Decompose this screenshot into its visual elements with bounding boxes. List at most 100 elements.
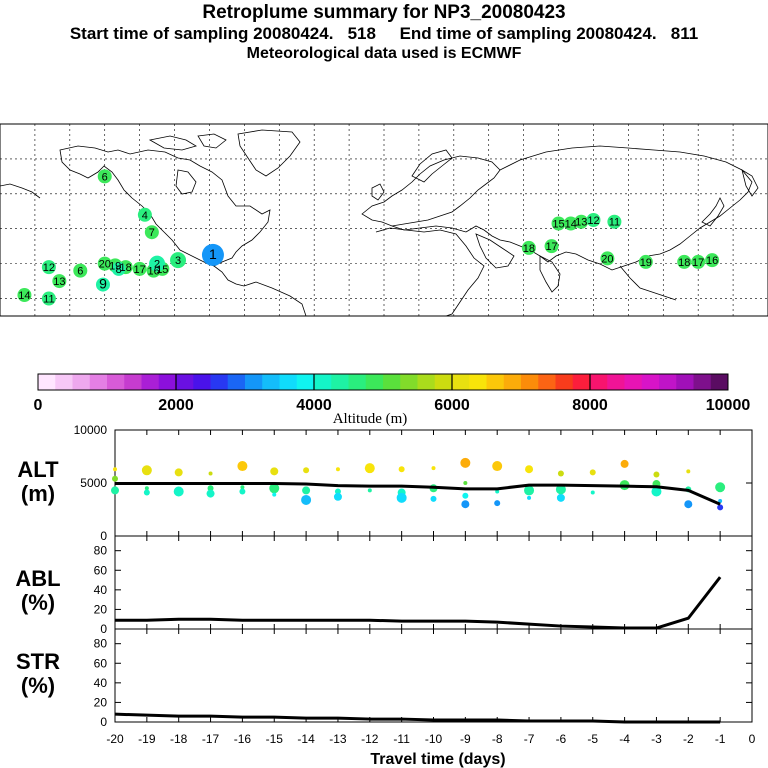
colorbar-swatch [641,374,660,390]
plume-marker-day-13 [574,214,589,229]
plume-label-day-15: 15 [552,218,564,230]
plume-marker-day-8 [111,261,126,276]
alt-scatter-point [301,494,312,505]
alt-y-tick-label: 10000 [74,423,108,437]
altitude-colorbar: 0 2000 4000 6000 8000 10000 Altitude (m) [34,373,750,427]
alt-scatter-point [302,486,311,495]
alt-scatter-point [653,471,660,478]
plume-marker-day-18 [521,240,536,255]
colorbar-swatch [624,374,643,390]
plume-label-day-19: 19 [109,260,121,272]
plume-track-markers [17,169,720,306]
colorbar-swatch [141,374,160,390]
abl-y-tick-label: 80 [94,544,108,558]
plume-marker-day-3 [170,252,187,269]
plume-marker-day-2 [149,255,166,272]
alt-scatter-point [333,492,342,501]
str-y-tick-label: 80 [94,637,108,651]
colorbar-tick-label: 0 [34,397,43,414]
alt-scatter-point [111,486,119,495]
alt-scatter-point [462,492,469,499]
alt-scatter-point [208,471,213,476]
x-tick-label: -16 [234,732,252,746]
alt-scatter-point [463,481,468,485]
plume-marker-day-20 [97,256,112,271]
coast-india [539,255,561,293]
x-tick-label: -13 [329,732,347,746]
alt-scatter-point [717,504,724,511]
colorbar-swatch [555,374,574,390]
alt-scatter-point [206,489,215,498]
alt-scatter-point [270,467,279,476]
plume-marker-day-20 [600,251,615,266]
colorbar-swatch [193,374,211,390]
abl-y-tick-label: 40 [94,583,108,597]
colorbar-tick-label: 6000 [434,397,470,414]
alt-scatter-point [143,489,150,496]
alt-scatter-point [590,490,595,495]
alt-scatter-point [715,482,726,493]
plume-marker-day-6 [97,169,112,184]
alt-scatter-point [651,486,662,497]
x-tick-label: -17 [202,732,220,746]
x-tick-label: -12 [361,732,379,746]
colorbar-swatch [348,374,367,390]
x-tick-label: -15 [266,732,284,746]
plume-marker-day-1 [201,243,224,266]
alt-panel-unit: (m) [21,481,55,506]
plume-marker-day-12 [41,260,56,275]
colorbar-swatch [417,374,436,390]
coast-hudson-bay [175,169,197,195]
plume-label-day-14: 14 [18,290,30,302]
colorbar-swatch [590,374,608,390]
colorbar-swatch [659,374,677,390]
x-tick-label: -5 [587,732,598,746]
plume-label-day-17: 17 [134,264,146,276]
colorbar-swatch [434,374,453,390]
colorbar-swatch [72,374,91,390]
colorbar-swatches [38,374,729,390]
colorbar-swatch [279,374,298,390]
plume-label-day-15: 15 [156,264,168,276]
x-tick-label: -11 [393,732,410,746]
colorbar-swatch [676,374,694,390]
coast-alaska-west [0,183,41,199]
alt-scatter-point [272,492,277,497]
coast-central-america [213,265,245,287]
coast-greenland [237,129,301,177]
x-tick-label: -3 [651,732,662,746]
alt-scatter-point [620,459,629,468]
colorbar-swatch [400,374,418,390]
coast-north-america [59,145,271,267]
abl-series-line [115,576,722,630]
str-y-tick-label: 20 [94,695,108,709]
plume-marker-day-6 [73,263,88,278]
colorbar-tick-labels: 0 2000 4000 6000 8000 10000 [34,374,750,414]
plume-label-day-11: 11 [43,294,54,306]
plume-marker-day-16 [705,253,720,268]
plume-marker-day-11 [41,291,56,306]
plume-label-day-16: 16 [147,266,159,278]
alt-scatter-point [525,465,534,474]
plume-label-day-20: 20 [99,259,111,271]
alt-scatter-point [364,463,375,474]
alt-scatter-point [240,485,245,490]
colorbar-swatch [296,374,315,390]
plume-marker-day-17 [691,254,706,269]
plume-label-day-4: 4 [142,210,148,222]
colorbar-swatch [55,374,73,390]
plume-label-day-18: 18 [678,257,690,269]
x-tick-label: -19 [138,732,156,746]
x-tick-label: -9 [460,732,471,746]
colorbar-swatch [107,374,125,390]
alt-scatter-point [557,470,564,477]
alt-series-line [115,482,721,506]
alt-scatter-point [556,493,565,502]
colorbar-swatch [89,374,108,390]
plume-marker-day-11 [607,214,622,229]
plume-marker-day-13 [52,274,67,289]
plume-label-day-11: 11 [609,217,620,229]
alt-panel-label: ALT [17,457,59,482]
coast-arabia [475,233,515,269]
